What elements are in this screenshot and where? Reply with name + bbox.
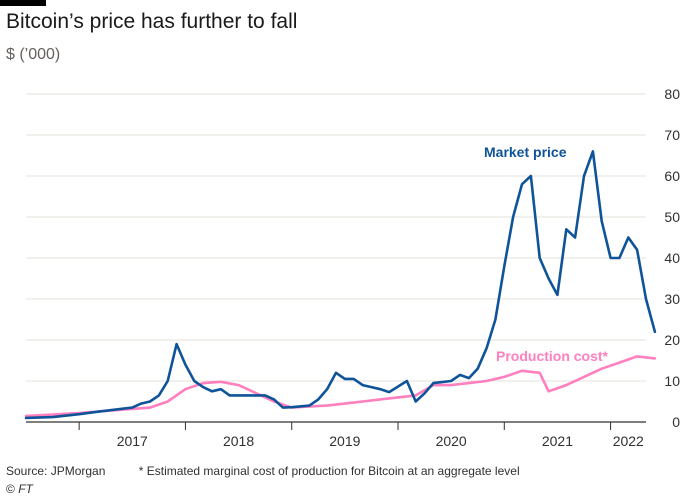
x-tick-label: 2021 (542, 433, 573, 449)
x-tick-label: 2019 (329, 433, 360, 449)
chart-footer: Source: JPMorgan * Estimated marginal co… (6, 464, 520, 478)
x-tick-label: 2020 (436, 433, 467, 449)
y-tick-label: 10 (664, 373, 680, 389)
y-tick-label: 40 (664, 250, 680, 266)
copyright-symbol: © (6, 482, 15, 496)
footnote: * Estimated marginal cost of production … (138, 464, 520, 478)
market-price-label: Market price (484, 144, 567, 160)
x-tick-label: 2018 (223, 433, 254, 449)
production-cost-line (24, 355, 657, 418)
y-tick-label: 60 (664, 168, 680, 184)
x-tick-label: 2017 (117, 433, 148, 449)
source-note: Source: JPMorgan (6, 464, 106, 478)
copyright: © FT (6, 482, 33, 496)
chart-title: Bitcoin’s price has further to fall (6, 10, 298, 33)
production-cost-label: Production cost* (496, 348, 609, 364)
y-tick-label: 50 (664, 209, 680, 225)
chart-subtitle: $ (’000) (6, 46, 61, 63)
y-tick-label: 20 (664, 332, 680, 348)
x-tick-label: 2022 (613, 433, 644, 449)
brand-top-bar (0, 0, 46, 6)
ft-brand-mark: FT (18, 482, 33, 496)
y-tick-label: 80 (664, 86, 680, 102)
y-tick-label: 70 (664, 127, 680, 143)
y-tick-label: 0 (672, 414, 680, 430)
y-tick-label: 30 (664, 291, 680, 307)
market-price-line (24, 150, 657, 420)
